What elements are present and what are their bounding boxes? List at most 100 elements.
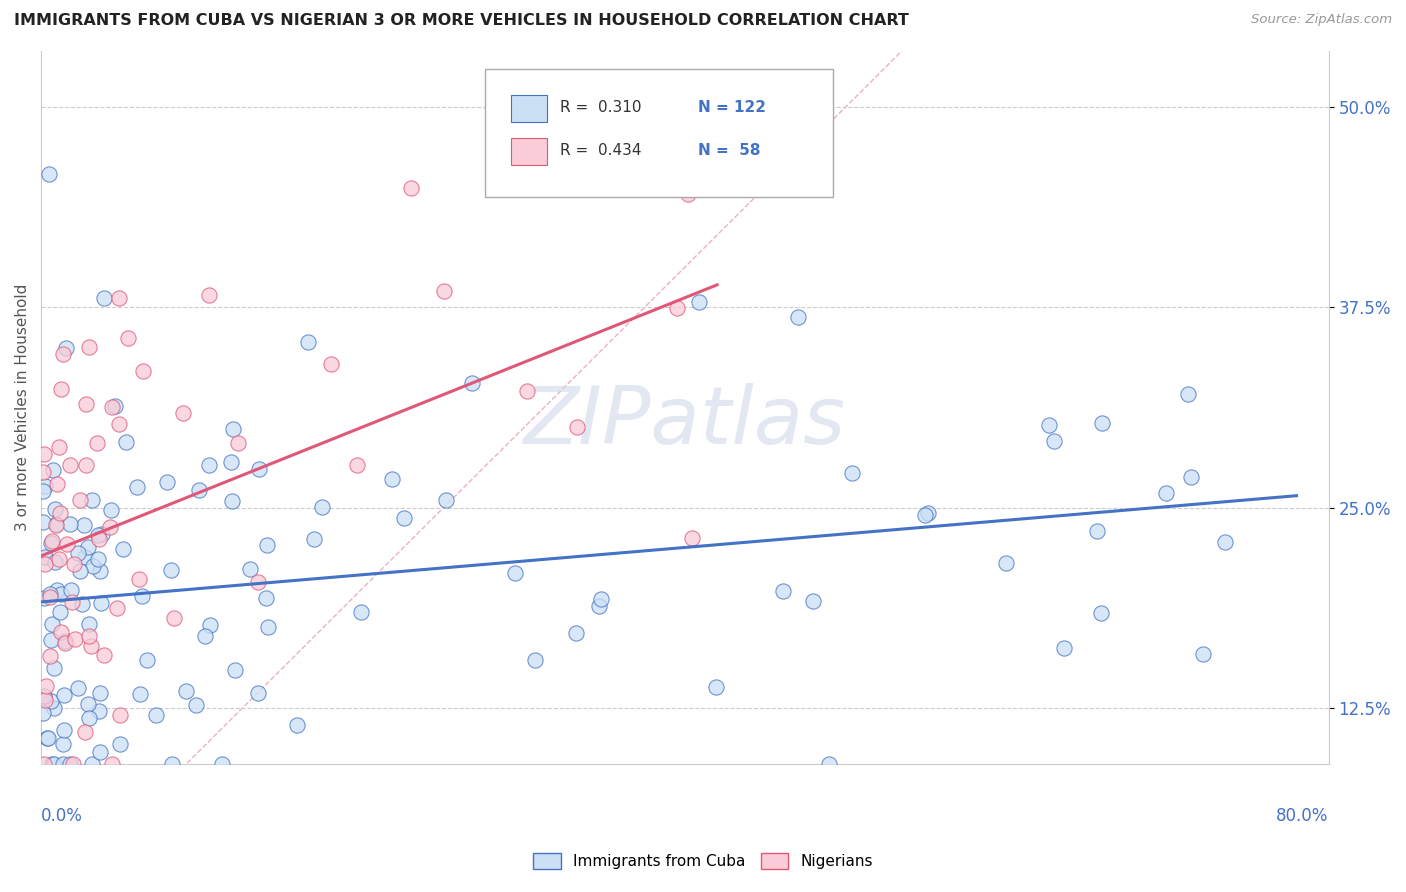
Point xyxy=(80,493,103,508)
Point xyxy=(53,636,76,650)
Point xyxy=(221,493,243,508)
Point xyxy=(105,600,128,615)
Point xyxy=(48,506,70,520)
Point xyxy=(39,633,62,648)
Text: Source: ZipAtlas.com: Source: ZipAtlas.com xyxy=(1251,13,1392,27)
Point xyxy=(77,616,100,631)
Point xyxy=(32,591,55,605)
Point xyxy=(591,592,613,607)
Point xyxy=(115,434,138,449)
Point xyxy=(818,757,841,772)
Point xyxy=(198,458,221,473)
Point xyxy=(994,556,1017,570)
Point xyxy=(89,564,111,578)
Point xyxy=(93,648,115,662)
Point xyxy=(87,552,110,566)
Point xyxy=(38,587,60,601)
Point xyxy=(32,757,55,772)
Text: R =  0.434: R = 0.434 xyxy=(560,143,641,158)
Point xyxy=(101,757,124,772)
Point xyxy=(221,422,243,436)
Point xyxy=(45,517,67,532)
Point xyxy=(75,549,97,564)
Point xyxy=(45,518,67,533)
FancyBboxPatch shape xyxy=(510,95,547,122)
Point xyxy=(226,435,249,450)
Point xyxy=(110,737,132,751)
Point xyxy=(53,723,76,738)
Point xyxy=(914,508,936,522)
Point xyxy=(247,574,270,589)
Point xyxy=(72,517,94,532)
Point xyxy=(1038,418,1060,433)
Point xyxy=(163,611,186,625)
Point xyxy=(434,492,457,507)
Point xyxy=(297,334,319,349)
Point xyxy=(37,731,59,746)
Point xyxy=(107,417,129,432)
Point xyxy=(34,557,56,571)
Point xyxy=(59,517,82,532)
Point xyxy=(87,528,110,542)
Point xyxy=(52,737,75,751)
Point xyxy=(219,455,242,469)
Point xyxy=(80,639,103,653)
FancyBboxPatch shape xyxy=(510,137,547,165)
Point xyxy=(254,591,277,606)
Point xyxy=(460,376,482,390)
Point xyxy=(188,483,211,497)
Point xyxy=(44,554,66,568)
Point xyxy=(70,597,93,611)
Point xyxy=(35,731,58,745)
Point xyxy=(346,458,368,473)
Text: N = 122: N = 122 xyxy=(697,100,766,115)
Point xyxy=(69,564,91,578)
Point xyxy=(67,546,90,560)
Point xyxy=(53,688,76,702)
Point xyxy=(32,515,55,529)
Point xyxy=(76,540,98,554)
Point xyxy=(145,707,167,722)
Point xyxy=(32,465,55,479)
Point xyxy=(239,561,262,575)
Point xyxy=(55,537,77,551)
Point xyxy=(1177,387,1199,401)
Point xyxy=(60,582,83,597)
Point xyxy=(41,534,63,549)
Point xyxy=(49,605,72,619)
Point xyxy=(44,502,66,516)
Point xyxy=(53,634,76,648)
Point xyxy=(516,384,538,398)
Point xyxy=(917,506,939,520)
Point xyxy=(174,683,197,698)
Point xyxy=(524,653,547,667)
Point xyxy=(39,536,62,550)
Point xyxy=(433,285,456,299)
Point xyxy=(132,364,155,378)
Point xyxy=(1180,469,1202,483)
Point xyxy=(676,187,699,202)
Point xyxy=(41,616,63,631)
Text: ZIPatlas: ZIPatlas xyxy=(524,383,846,461)
Point xyxy=(73,724,96,739)
Point xyxy=(104,399,127,413)
Point xyxy=(1090,607,1112,621)
Point xyxy=(77,340,100,354)
Point xyxy=(349,605,371,619)
Point xyxy=(55,342,77,356)
Point xyxy=(704,680,727,694)
Point xyxy=(108,708,131,723)
Point xyxy=(108,291,131,305)
Point xyxy=(42,701,65,715)
Point xyxy=(91,527,114,541)
Point xyxy=(503,566,526,580)
Point xyxy=(60,595,83,609)
Point xyxy=(285,718,308,732)
Point xyxy=(62,757,84,772)
Point xyxy=(39,590,62,604)
Point xyxy=(256,538,278,552)
Point xyxy=(77,711,100,725)
Point xyxy=(112,542,135,557)
Point xyxy=(52,347,75,361)
Point xyxy=(100,400,122,414)
